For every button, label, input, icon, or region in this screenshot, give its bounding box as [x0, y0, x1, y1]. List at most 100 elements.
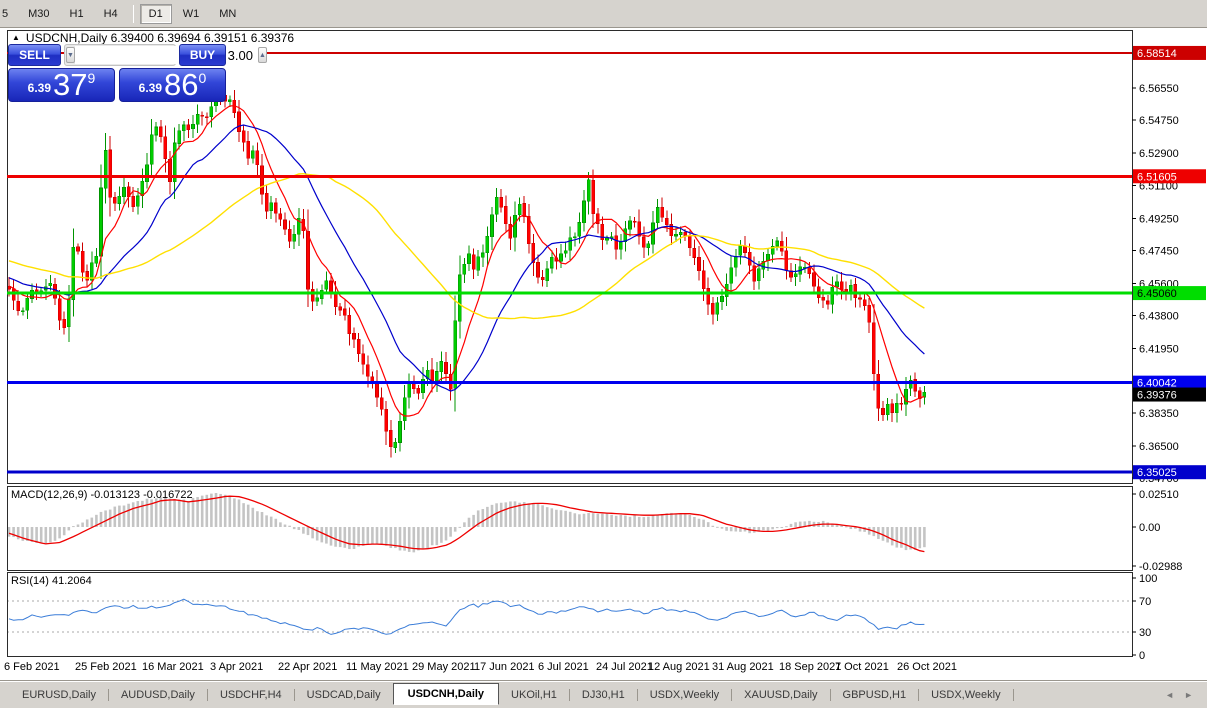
candle-body	[628, 220, 632, 230]
chart-tab-ukoil-h1[interactable]: UKOil,H1	[511, 688, 557, 701]
macd-histogram-bar	[297, 527, 301, 530]
macd-histogram-bar	[67, 527, 71, 531]
moving-average-21	[8, 124, 925, 392]
candle-body	[80, 250, 85, 273]
candle-body	[710, 303, 715, 315]
macd-histogram-bar	[582, 513, 586, 527]
candle-body	[209, 106, 214, 118]
chart-tab-audusd-daily[interactable]: AUDUSD,Daily	[120, 688, 195, 701]
timeframe-button-5[interactable]: 5	[2, 7, 9, 20]
volume-input[interactable]	[74, 46, 258, 64]
macd-scale-label: 0.02510	[1139, 489, 1179, 501]
macd-histogram-bar	[522, 502, 526, 527]
candle-body	[122, 187, 126, 198]
macd-histogram-bar	[918, 527, 922, 549]
macd-histogram-bar	[854, 527, 857, 529]
macd-histogram-bar	[145, 498, 149, 527]
rsi-panel[interactable]	[7, 572, 1133, 657]
candle-body	[467, 253, 471, 265]
chart-tab-gbpusd-h1[interactable]: GBPUSD,H1	[842, 688, 907, 701]
candle-body	[283, 219, 287, 230]
sell-price-small: 6.39	[27, 81, 52, 95]
macd-histogram-bar	[242, 503, 245, 527]
price-scale-label: 6.52900	[1139, 148, 1179, 160]
buy-button[interactable]: BUY	[179, 44, 226, 66]
candle-body	[356, 338, 361, 354]
chart-tab-usdcnh-daily[interactable]: USDCNH,Daily	[392, 682, 500, 705]
candle-body	[899, 402, 904, 405]
macd-histogram-bar	[858, 527, 862, 532]
candle-body	[591, 179, 596, 214]
candle-body	[835, 281, 839, 288]
collapse-chart-icon[interactable]: ▲	[12, 33, 20, 42]
sell-button[interactable]: SELL	[8, 44, 61, 66]
chart-tab-xauusd-daily[interactable]: XAUUSD,Daily	[744, 688, 818, 701]
macd-histogram-bar	[578, 514, 581, 527]
timeframe-button-h4[interactable]: H4	[103, 7, 118, 20]
chart-tab-usdcad-daily[interactable]: USDCAD,Daily	[306, 688, 381, 701]
rsi-scale-label: 30	[1139, 627, 1151, 639]
macd-histogram-bar	[467, 517, 471, 527]
macd-histogram-bar	[440, 527, 443, 543]
price-scale-label: 6.56550	[1139, 83, 1179, 95]
timeframe-button-d1[interactable]: D1	[139, 3, 172, 24]
date-axis-label: 22 Apr 2021	[278, 661, 337, 673]
buy-price-sup: 0	[198, 70, 207, 86]
macd-histogram-bar	[476, 510, 480, 527]
tab-separator	[918, 688, 920, 701]
macd-histogram-bar	[173, 498, 176, 527]
timeframe-button-w1[interactable]: W1	[182, 7, 200, 20]
candle-body	[269, 202, 274, 211]
candle-body	[733, 255, 738, 268]
candle-body	[697, 256, 701, 272]
macd-histogram-bar	[720, 527, 724, 529]
tab-scroll-right-icon[interactable]: ►	[1184, 689, 1193, 700]
candle-body	[632, 220, 637, 223]
macd-histogram-bar	[283, 524, 287, 527]
candle-body	[444, 361, 448, 374]
candle-body	[770, 245, 775, 255]
candle-body	[830, 286, 835, 305]
moving-average-50	[8, 172, 925, 320]
candle-body	[25, 297, 30, 311]
timeframe-button-mn[interactable]: MN	[219, 7, 237, 20]
chart-tab-usdchf-h4[interactable]: USDCHF,H4	[219, 688, 282, 701]
chart-tab-usdx-weekly[interactable]: USDX,Weekly	[931, 688, 1001, 701]
macd-histogram-bar	[122, 505, 126, 527]
chart-tab-eurusd-daily[interactable]: EURUSD,Daily	[22, 688, 96, 701]
timeframe-button-h1[interactable]: H1	[69, 7, 84, 20]
chart-tab-usdx-weekly[interactable]: USDX,Weekly	[649, 688, 720, 701]
macd-histogram-bar	[90, 517, 94, 527]
tab-separator	[107, 688, 109, 701]
chart-canvas[interactable]: 6.56550 6.54750 6.52900 6.51100 6.49250 6.474…	[0, 28, 1207, 680]
macd-histogram-bar	[127, 503, 130, 527]
sell-price-sup: 9	[87, 70, 96, 86]
candle-body	[191, 124, 195, 129]
tab-separator	[206, 688, 208, 701]
macd-histogram-bar	[81, 522, 84, 527]
price-level-badge-text: 6.35025	[1137, 467, 1177, 479]
candle-body	[904, 389, 908, 405]
tab-scroll-left-icon[interactable]: ◄	[1165, 689, 1175, 700]
candle-body	[315, 297, 320, 302]
timeframe-button-m30[interactable]: M30	[28, 7, 50, 20]
macd-histogram-bar	[605, 513, 609, 527]
macd-histogram-bar	[302, 527, 305, 534]
sell-price-display[interactable]: 6.39 37 9	[8, 68, 115, 102]
macd-histogram-bar	[895, 527, 899, 548]
macd-histogram-bar	[545, 507, 549, 527]
volume-decrease-icon[interactable]: ▼	[66, 47, 75, 63]
date-axis-label: 6 Feb 2021	[4, 661, 60, 673]
candle-body	[922, 392, 927, 398]
candle-body	[85, 271, 89, 281]
macd-histogram-bar	[62, 527, 66, 536]
chart-tab-dj30-h1[interactable]: DJ30,H1	[581, 688, 625, 701]
price-level-badge-text: 6.40042	[1137, 378, 1177, 390]
macd-histogram-bar	[909, 527, 912, 550]
macd-histogram-bar	[168, 498, 172, 527]
volume-increase-icon[interactable]: ▲	[257, 47, 267, 63]
price-level-badge-text: 6.51605	[1137, 171, 1177, 183]
candle-body	[499, 197, 504, 208]
macd-histogram-bar	[352, 527, 356, 549]
buy-price-display[interactable]: 6.39 86 0	[119, 68, 226, 102]
